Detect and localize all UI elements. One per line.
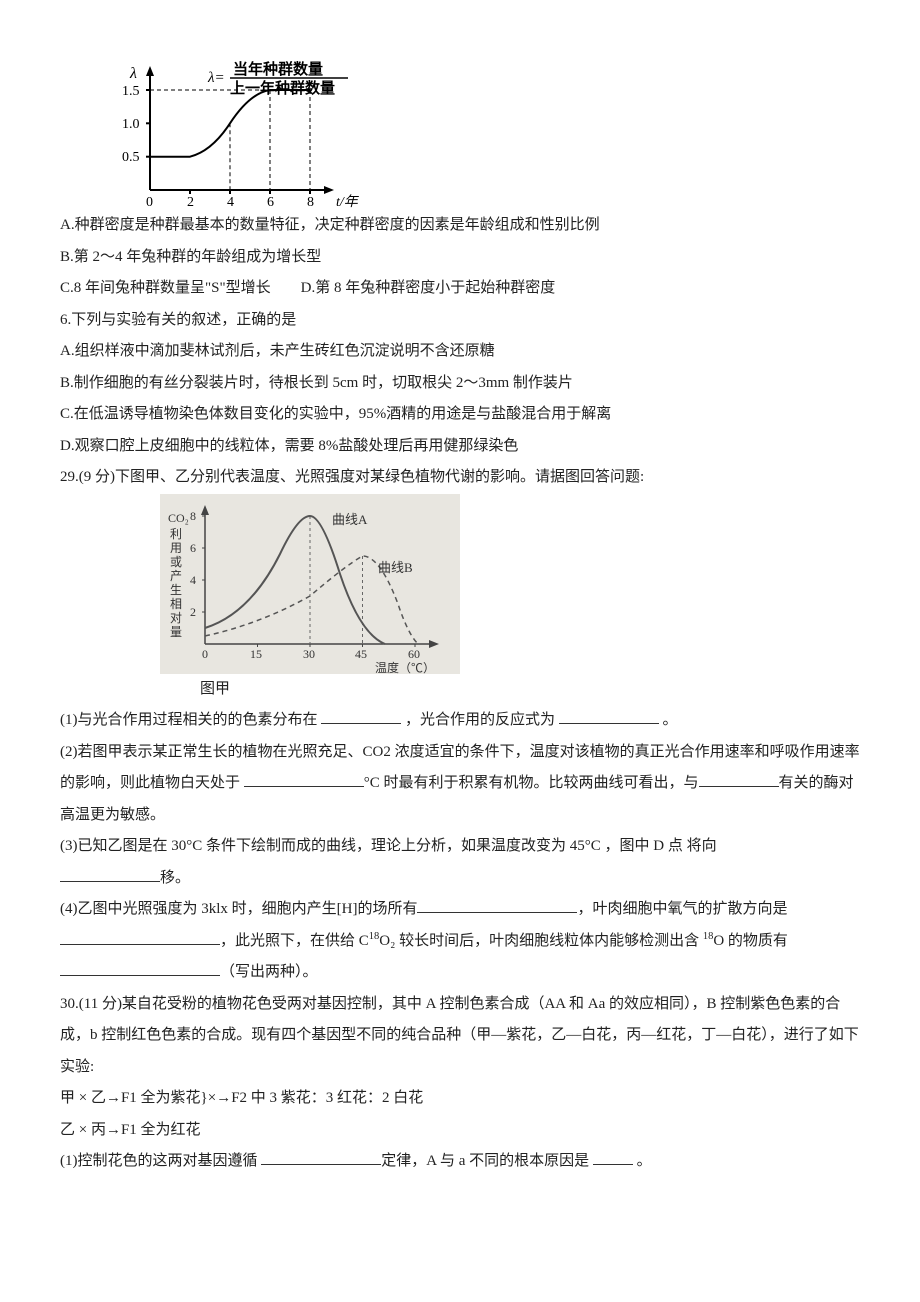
q30-p1: (1)控制花色的这两对基因遵循 定律，A 与 a 不同的根本原因是 。 <box>60 1146 860 1178</box>
chart1-formula-top: 当年种群数量 <box>233 60 323 78</box>
chart2-xtick-4: 60 <box>408 647 420 661</box>
svg-text:利: 利 <box>170 527 182 541</box>
q29-p1b: ，光合作用的反应式为 <box>401 712 559 728</box>
chart1-xtick-3: 6 <box>267 195 274 210</box>
blank-pigment-location[interactable] <box>321 705 401 724</box>
q29-p4d: （写出两种）。 <box>220 964 318 980</box>
svg-text:用: 用 <box>170 541 182 555</box>
q5-optD: D.第 8 年兔种群密度小于起始种群密度 <box>301 280 556 296</box>
chart1-formula-bot: 上一年种群数量 <box>230 79 335 97</box>
q29-p1c: 。 <box>659 712 678 728</box>
q6-stem: 6.下列与实验有关的叙述，正确的是 <box>60 305 860 337</box>
chart1-container: 0.5 1.0 1.5 0 2 4 6 8 λ t/年 λ= 当年种群数量 上一… <box>100 60 860 210</box>
blank-reaction-formula[interactable] <box>559 705 659 724</box>
chart1-ytick-1: 1.0 <box>122 117 140 132</box>
blank-enzyme[interactable] <box>699 768 779 787</box>
q30-cross1: 甲 × 乙→F1 全为紫花}×→F2 中 3 紫花：3 红花：2 白花 <box>60 1083 860 1115</box>
blank-law[interactable] <box>261 1146 381 1165</box>
q29-p4a: (4)乙图中光照强度为 3klx 时，细胞内产生[H]的场所有 <box>60 901 417 917</box>
q30-p1b: 定律，A 与 a 不同的根本原因是 <box>381 1153 593 1169</box>
q29-p4: (4)乙图中光照强度为 3klx 时，细胞内产生[H]的场所有 ，叶肉细胞中氧气的… <box>60 894 860 989</box>
q29-p4c2-sup: 18 <box>703 931 714 942</box>
chart1-ytick-0: 0.5 <box>122 150 140 165</box>
q30-stem: 30.(11 分)某自花受粉的植物花色受两对基因控制，其中 A 控制色素合成（A… <box>60 989 860 1084</box>
q30-p1a: (1)控制花色的这两对基因遵循 <box>60 1153 261 1169</box>
q29-p4c3: O 的物质有 <box>713 933 788 949</box>
q29-p2b: °C 时最有利于积累有机物。比较两曲线可看出，与 <box>364 775 699 791</box>
chart1-formula-left: λ= <box>207 70 225 86</box>
chart2-ytick-0: 2 <box>190 605 196 619</box>
blank-h-location[interactable] <box>417 894 577 913</box>
svg-text:生: 生 <box>170 583 182 597</box>
q29-p4c2: O₂ 较长时间后，叶肉细胞线粒体内能够检测出含 <box>379 933 703 949</box>
chart1-ylabel: λ <box>129 65 137 82</box>
blank-d-move[interactable] <box>60 863 160 882</box>
chart2-labelB: 曲线B <box>378 560 413 575</box>
q5-optA: A.种群密度是种群最基本的数量特征，决定种群密度的因素是年龄组成和性别比例 <box>60 210 860 242</box>
chart2-ytick-2: 6 <box>190 541 196 555</box>
blank-18o-substances[interactable] <box>60 957 220 976</box>
q6-optC: C.在低温诱导植物染色体数目变化的实验中，95%酒精的用途是与盐酸混合用于解离 <box>60 399 860 431</box>
blank-root-cause[interactable] <box>593 1146 633 1165</box>
q30-p1c: 。 <box>633 1153 652 1169</box>
q29-p3a: (3)已知乙图是在 30°C 条件下绘制而成的曲线，理论上分析，如果温度改变为 … <box>60 838 717 854</box>
svg-text:相: 相 <box>170 597 182 611</box>
q29-p4b: ，叶肉细胞中氧气的扩散方向是 <box>577 901 787 917</box>
blank-o2-diffusion[interactable] <box>60 926 220 945</box>
chart2-xtick-2: 30 <box>303 647 315 661</box>
chart1-ytick-2: 1.5 <box>122 84 140 99</box>
chart1-svg: 0.5 1.0 1.5 0 2 4 6 8 λ t/年 λ= 当年种群数量 上一… <box>100 60 360 210</box>
q30-cross2: 乙 × 丙→F1 全为红花 <box>60 1115 860 1147</box>
q29-p2: (2)若图甲表示某正常生长的植物在光照充足、CO2 浓度适宜的条件下，温度对该植… <box>60 737 860 832</box>
q29-p4c-sup: 18 <box>369 931 380 942</box>
chart2-container: 2 4 6 8 0 15 30 45 60 曲线A 曲线B 温度（℃） CO₂ … <box>160 494 860 674</box>
chart1-xtick-2: 4 <box>227 195 234 210</box>
q6-optA: A.组织样液中滴加斐林试剂后，未产生砖红色沉淀说明不含还原糖 <box>60 336 860 368</box>
chart2-xtick-0: 0 <box>202 647 208 661</box>
q6-optB: B.制作细胞的有丝分裂装片时，待根长到 5cm 时，切取根尖 2～3mm 制作装… <box>60 368 860 400</box>
svg-text:产: 产 <box>170 569 182 583</box>
chart2-caption: 图甲 <box>200 674 860 706</box>
q5-optB: B.第 2～4 年兔种群的年龄组成为增长型 <box>60 242 860 274</box>
svg-text:或: 或 <box>170 555 182 569</box>
q6-optD: D.观察口腔上皮细胞中的线粒体，需要 8%盐酸处理后再用健那绿染色 <box>60 431 860 463</box>
svg-text:量: 量 <box>170 625 182 639</box>
q29-p3: (3)已知乙图是在 30°C 条件下绘制而成的曲线，理论上分析，如果温度改变为 … <box>60 831 860 894</box>
chart1-xtick-1: 2 <box>187 195 194 210</box>
q29-p1: (1)与光合作用过程相关的的色素分布在 ，光合作用的反应式为 。 <box>60 705 860 737</box>
q29-p4c: ，此光照下，在供给 C <box>220 933 369 949</box>
chart1-xtick-4: 8 <box>307 195 314 210</box>
q5-optC: C.8 年间兔种群数量呈"S"型增长 <box>60 280 271 296</box>
q29-p3b: 移。 <box>160 870 190 886</box>
chart2-labelA: 曲线A <box>332 512 368 527</box>
blank-temp[interactable] <box>244 768 364 787</box>
chart2-xtick-3: 45 <box>355 647 367 661</box>
svg-text:对: 对 <box>170 611 182 625</box>
chart1-xtick-0: 0 <box>146 195 153 210</box>
chart1-xlabel: t/年 <box>336 194 360 210</box>
q5-line-cd: C.8 年间兔种群数量呈"S"型增长 D.第 8 年兔种群密度小于起始种群密度 <box>60 273 860 305</box>
chart2-xtick-1: 15 <box>250 647 262 661</box>
chart2-ytick-1: 4 <box>190 573 196 587</box>
svg-text:CO₂: CO₂ <box>168 511 189 525</box>
q29-stem: 29.(9 分)下图甲、乙分别代表温度、光照强度对某绿色植物代谢的影响。请据图回… <box>60 462 860 494</box>
chart2-xlabel: 温度（℃） <box>375 660 435 674</box>
q5-spacer <box>271 280 301 296</box>
q29-p1a: (1)与光合作用过程相关的的色素分布在 <box>60 712 321 728</box>
chart2-svg: 2 4 6 8 0 15 30 45 60 曲线A 曲线B 温度（℃） CO₂ … <box>160 494 460 674</box>
chart2-ytick-3: 8 <box>190 509 196 523</box>
